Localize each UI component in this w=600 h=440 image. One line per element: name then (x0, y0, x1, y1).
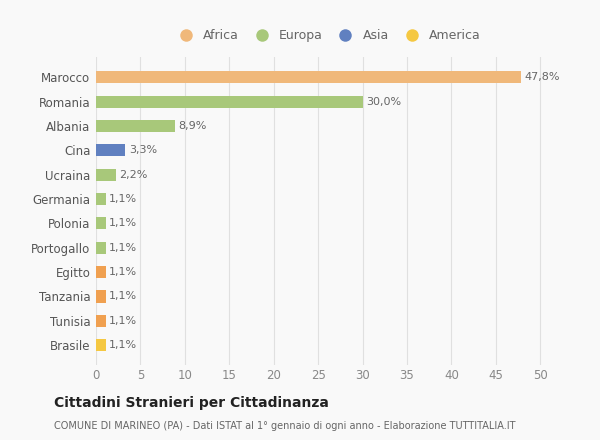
Bar (96, 120, 175, 132)
Text: 8,9%: 8,9% (179, 121, 207, 131)
Text: 1,1%: 1,1% (109, 218, 137, 228)
Text: 1,1%: 1,1% (109, 340, 137, 350)
Bar (96, 242, 106, 254)
Bar (96, 193, 106, 205)
Legend: Africa, Europa, Asia, America: Africa, Europa, Asia, America (170, 26, 484, 44)
Text: 47,8%: 47,8% (524, 72, 560, 82)
Bar (96, 339, 106, 351)
Bar (96, 95, 362, 108)
Bar (96, 169, 116, 181)
Bar (96, 71, 521, 83)
Text: 1,1%: 1,1% (109, 194, 137, 204)
Text: 1,1%: 1,1% (109, 291, 137, 301)
Text: 1,1%: 1,1% (109, 316, 137, 326)
Text: 30,0%: 30,0% (366, 97, 401, 106)
Text: 1,1%: 1,1% (109, 243, 137, 253)
Bar (96, 290, 106, 303)
Bar (96, 315, 106, 327)
Text: 1,1%: 1,1% (109, 267, 137, 277)
Bar (96, 266, 106, 278)
Text: 2,2%: 2,2% (119, 170, 148, 180)
Text: COMUNE DI MARINEO (PA) - Dati ISTAT al 1° gennaio di ogni anno - Elaborazione TU: COMUNE DI MARINEO (PA) - Dati ISTAT al 1… (54, 421, 515, 431)
Bar (96, 144, 125, 156)
Text: 3,3%: 3,3% (129, 145, 157, 155)
Bar (96, 217, 106, 230)
Text: Cittadini Stranieri per Cittadinanza: Cittadini Stranieri per Cittadinanza (54, 396, 329, 410)
